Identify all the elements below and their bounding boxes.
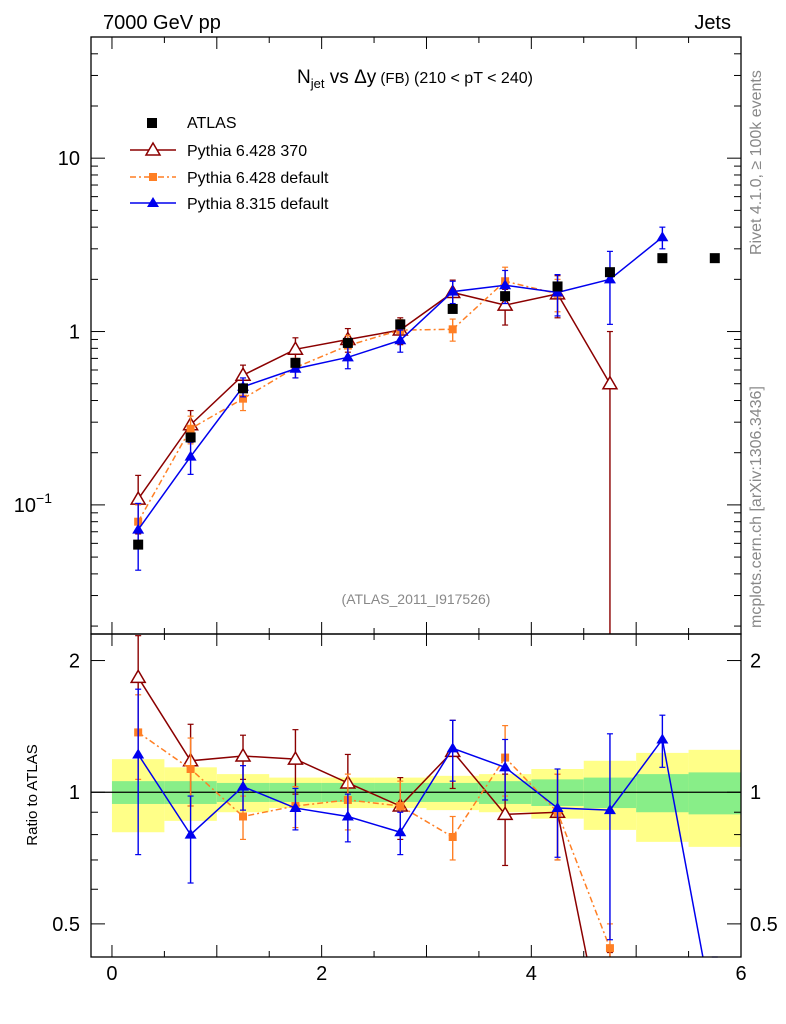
x-tick-label: 0	[106, 963, 117, 985]
plot-title-n: N	[297, 67, 311, 88]
header-right: Jets	[694, 12, 731, 34]
legend-p8-marker	[147, 197, 159, 207]
series-2-ratio-point	[656, 733, 669, 744]
ratio-tick-label-left: 1	[69, 782, 80, 804]
plot-title-range: (210 < pT < 240)	[410, 70, 533, 87]
y-tick-exponent: −1	[36, 490, 52, 506]
series-2-main-point	[184, 450, 197, 461]
series-0-ratio-line	[137, 677, 588, 957]
series-2-main-line	[137, 236, 663, 531]
atlas-data-point	[500, 291, 511, 302]
series-2-main-point	[603, 273, 616, 284]
series-1-main-point	[239, 394, 248, 403]
ratio-tick-label-right: 0.5	[750, 914, 778, 936]
series-2-main-point	[394, 334, 407, 345]
legend-atlas-marker	[147, 118, 157, 128]
plot-title: Njet vs Δy (FB) (210 < pT < 240)	[297, 67, 533, 91]
series-2-main-point	[499, 279, 512, 290]
main-series	[129, 226, 720, 634]
series-2-ratio-point	[289, 802, 302, 813]
atlas-data-point	[604, 267, 615, 278]
atlas-data-point	[552, 281, 563, 292]
series-2-ratio-point	[237, 780, 250, 791]
legend: ATLAS Pythia 6.428 370 Pythia 6.428 defa…	[130, 115, 329, 213]
series-1-main-line	[137, 280, 558, 523]
atlas-data-point	[290, 357, 301, 368]
series-2-main-point	[446, 285, 459, 296]
series-2-ratio-point	[551, 802, 564, 813]
legend-p6-default-label: Pythia 6.428 default	[187, 170, 329, 187]
legend-atlas-label: ATLAS	[187, 115, 237, 132]
series-1-ratio-point	[448, 832, 457, 841]
legend-p6-370-label: Pythia 6.428 370	[187, 143, 307, 160]
series-2-ratio-point	[132, 748, 145, 759]
series-0-main-point	[287, 340, 304, 356]
y-tick-label: 10	[58, 148, 80, 170]
ratio-axis-label: Ratio to ATLAS	[24, 744, 41, 845]
ratio-frame	[90, 633, 742, 958]
series-2-ratio-point	[446, 742, 459, 753]
ratio-series	[129, 635, 718, 958]
legend-p6-370-marker	[144, 141, 162, 156]
series-1-ratio-point	[605, 944, 614, 953]
ratio-tick-label-left: 0.5	[52, 914, 80, 936]
side-label-mcplots: mcplots.cern.ch [arXiv:1306.3436]	[748, 386, 765, 628]
legend-p6-default-marker	[149, 173, 157, 181]
side-label-rivet: Rivet 4.1.0, ≥ 100k events	[748, 70, 765, 255]
atlas-data-point	[238, 383, 249, 394]
ratio-tick-label-right: 2	[750, 651, 761, 673]
band-inner-bin	[636, 774, 689, 813]
atlas-data-point	[342, 337, 353, 348]
series-2-main-point	[132, 523, 145, 534]
atlas-data-point	[447, 303, 458, 314]
series-0-main-point	[601, 375, 619, 390]
series-0-ratio-point	[287, 750, 304, 765]
series-0-ratio-point	[496, 805, 514, 821]
series-0-ratio-point	[234, 747, 252, 762]
x-tick-label: 2	[316, 963, 327, 985]
series-0-main-line	[137, 291, 611, 500]
series-2-ratio-point	[184, 828, 197, 839]
ratio-tick-label-right: 1	[750, 782, 761, 804]
y-tick-label: 10−1	[14, 490, 52, 517]
series-2-ratio-point	[394, 826, 407, 837]
series-2-main-point	[656, 231, 669, 242]
series-2-main-point	[341, 351, 354, 362]
x-tick-label: 4	[526, 963, 537, 985]
series-0-main-point	[129, 490, 147, 505]
band-inner-bin	[688, 772, 741, 815]
analysis-label: (ATLAS_2011_I917526)	[342, 591, 491, 607]
plot-title-fb: (FB)	[376, 70, 409, 87]
series-1-main-point	[448, 325, 457, 334]
series-1-ratio-line	[137, 731, 611, 949]
y-tick-base: 10	[14, 495, 36, 517]
ratio-tick-label-left: 2	[69, 651, 80, 673]
series-1-main-point	[186, 424, 195, 433]
plot-title-vs: vs Δy	[325, 67, 377, 88]
series-2-main-point	[551, 286, 564, 297]
atlas-data-point	[133, 539, 144, 550]
atlas-data-point	[657, 253, 668, 264]
series-2-ratio-point	[499, 761, 512, 772]
x-tick-label: 6	[735, 963, 746, 985]
series-1-ratio-point	[186, 764, 195, 773]
series-1-ratio-point	[396, 801, 405, 810]
atlas-data-point	[395, 319, 406, 330]
series-2-ratio-point	[341, 810, 354, 821]
series-0-ratio-point	[129, 668, 147, 684]
y-tick-label: 1	[69, 322, 80, 344]
series-2-ratio-point	[603, 804, 616, 815]
legend-p8-label: Pythia 8.315 default	[187, 196, 329, 213]
atlas-data-point	[709, 253, 720, 264]
plot-title-sub: jet	[310, 76, 325, 91]
series-2-ratio-line	[137, 737, 704, 957]
header-left: 7000 GeV pp	[103, 12, 221, 34]
series-1-ratio-point	[239, 812, 248, 821]
atlas-data-point	[185, 432, 196, 443]
